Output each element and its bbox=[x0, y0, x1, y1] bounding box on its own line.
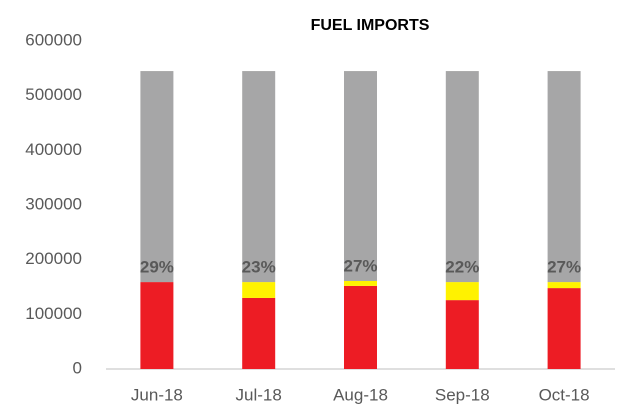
y-tick-label: 500000 bbox=[25, 85, 82, 104]
annotation: 27% bbox=[547, 258, 581, 277]
chart-title: FUEL IMPORTS bbox=[311, 17, 430, 34]
bar-segment bbox=[445, 300, 479, 369]
bar-segment bbox=[547, 71, 581, 283]
annotation: 23% bbox=[242, 258, 276, 277]
y-tick-label: 400000 bbox=[25, 140, 82, 159]
bar-segment bbox=[242, 282, 276, 298]
bar-segment bbox=[344, 280, 377, 286]
y-tick-label: 200000 bbox=[25, 249, 82, 268]
bar-segment bbox=[140, 71, 174, 283]
bar-segment bbox=[344, 285, 377, 369]
bar-segment bbox=[445, 282, 479, 301]
y-tick-label: 0 bbox=[73, 358, 82, 377]
bar-segment bbox=[547, 282, 581, 289]
bar-segment bbox=[445, 71, 479, 283]
x-tick-label: Jul-18 bbox=[236, 385, 282, 404]
x-tick-label: Oct-18 bbox=[539, 385, 590, 404]
x-tick-label: Jun-18 bbox=[131, 385, 183, 404]
annotation: 22% bbox=[445, 258, 479, 277]
y-tick-label: 600000 bbox=[25, 30, 82, 49]
bar-segment bbox=[140, 282, 174, 369]
annotation: 27% bbox=[343, 256, 377, 275]
x-tick-label: Sep-18 bbox=[435, 385, 490, 404]
bar-segment bbox=[344, 71, 377, 281]
y-tick-label: 100000 bbox=[25, 304, 82, 323]
annotation: 29% bbox=[140, 258, 174, 277]
bar-segment bbox=[242, 297, 276, 369]
bar-segment bbox=[547, 288, 581, 369]
bar-segment bbox=[242, 71, 276, 283]
x-tick-label: Aug-18 bbox=[333, 385, 388, 404]
y-tick-label: 300000 bbox=[25, 194, 82, 213]
